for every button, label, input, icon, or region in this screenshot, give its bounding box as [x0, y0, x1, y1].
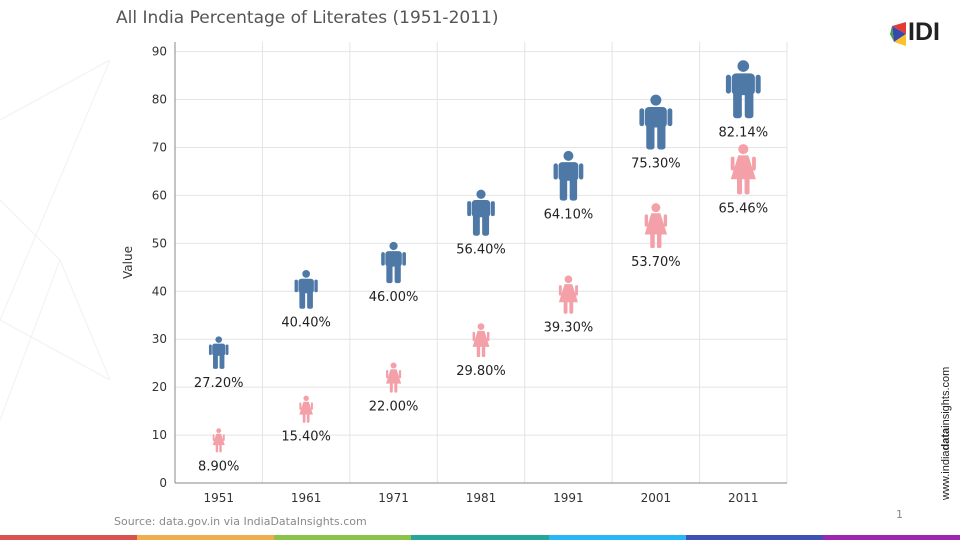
male-person-icon [467, 189, 495, 236]
y-tick-label: 40 [152, 284, 167, 298]
male-person-icon [294, 269, 318, 309]
y-tick-label: 30 [152, 332, 167, 346]
y-tick-label: 80 [152, 93, 167, 107]
data-label: 56.40% [456, 243, 506, 258]
male-person-icon [553, 150, 584, 201]
y-tick-label: 50 [152, 236, 167, 250]
female-person-icon [212, 428, 225, 453]
idi-logo: IDI [890, 18, 940, 46]
data-label: 39.30% [544, 321, 594, 336]
y-axis-title: Value [121, 246, 135, 279]
male-person-icon [208, 336, 229, 369]
chart-title: All India Percentage of Literates (1951-… [116, 8, 499, 28]
data-label: 64.10% [544, 208, 594, 223]
bottom-bar-segment [411, 535, 549, 540]
x-tick-label: 1971 [378, 491, 409, 505]
data-label: 40.40% [281, 316, 331, 331]
female-person-icon [386, 362, 402, 393]
bottom-bar-segment [274, 535, 412, 540]
data-label: 27.20% [194, 376, 244, 391]
y-tick-label: 10 [152, 428, 167, 442]
bottom-bar-segment [548, 535, 686, 540]
data-label: 29.80% [456, 364, 506, 379]
bottom-bar-segment [137, 535, 275, 540]
bottom-color-bar [0, 535, 960, 540]
y-tick-label: 20 [152, 380, 167, 394]
y-tick-label: 70 [152, 140, 167, 154]
y-tick-label: 90 [152, 45, 167, 59]
male-person-icon [725, 60, 761, 119]
data-label: 15.40% [281, 430, 331, 445]
x-tick-label: 2011 [728, 491, 759, 505]
y-tick-label: 0 [159, 476, 167, 490]
data-label: 22.00% [369, 400, 419, 415]
female-person-icon [558, 275, 578, 314]
page-number: 1 [896, 508, 903, 521]
data-label: 46.00% [369, 290, 419, 305]
x-tick-label: 1981 [466, 491, 497, 505]
female-person-icon [472, 323, 490, 358]
x-tick-label: 2001 [641, 491, 672, 505]
female-person-icon [299, 395, 313, 423]
bottom-bar-segment [822, 535, 960, 540]
male-person-icon [381, 241, 406, 284]
data-label: 65.46% [718, 201, 768, 216]
bottom-bar-segment [0, 535, 138, 540]
male-person-icon [639, 94, 673, 150]
data-label: 8.90% [198, 459, 239, 474]
logo-mark-icon [890, 22, 906, 46]
x-tick-label: 1951 [203, 491, 234, 505]
bottom-bar-segment [685, 535, 823, 540]
x-tick-label: 1961 [291, 491, 322, 505]
y-tick-label: 60 [152, 188, 167, 202]
data-label: 75.30% [631, 156, 681, 171]
x-tick-label: 1991 [553, 491, 584, 505]
data-label: 53.70% [631, 255, 681, 270]
female-person-icon [730, 144, 756, 195]
female-person-icon [644, 203, 668, 249]
data-label: 82.14% [718, 125, 768, 140]
source-note: Source: data.gov.in via IndiaDataInsight… [114, 515, 367, 528]
logo-text: IDI [908, 18, 940, 46]
